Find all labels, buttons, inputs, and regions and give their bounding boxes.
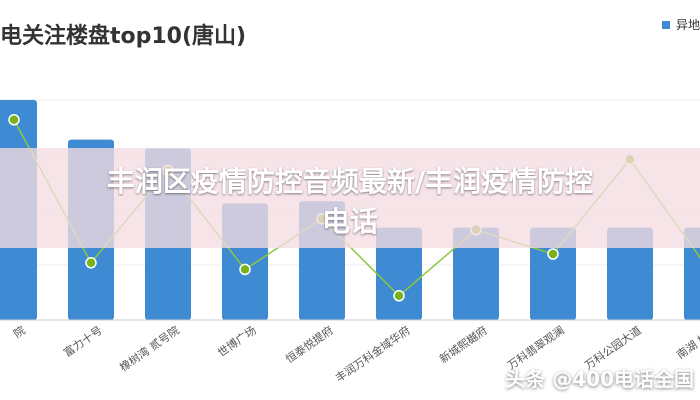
watermark: 头条 @400电话全国	[505, 367, 694, 391]
x-tick-label-3: 世博广场	[215, 323, 259, 360]
bar-6	[453, 227, 499, 320]
bar-8	[607, 227, 653, 320]
x-tick-label-5: 丰润万科金域华府	[333, 323, 413, 385]
overlay-title: 丰润区疫情防控音频最新/丰润疫情防控 电话	[0, 162, 700, 242]
legend-swatch	[661, 20, 670, 29]
x-tick-label-4: 恒泰悦提府	[283, 323, 336, 366]
overlay-title-line1: 丰润区疫情防控音频最新/丰润疫情防控	[106, 165, 594, 198]
line-point-3	[239, 263, 251, 276]
line-point-0	[8, 114, 20, 126]
x-tick-label-0: 院	[11, 323, 28, 341]
bar-5	[376, 227, 422, 320]
line-point-5	[393, 290, 405, 302]
title-overlay-band	[0, 148, 700, 248]
x-tick-label-9: 南湖 橡树	[674, 323, 700, 362]
line-point-1	[85, 257, 97, 269]
x-tick-label-1: 富力十号	[61, 323, 105, 360]
overlay-title-line2: 电话	[321, 205, 378, 238]
chart-title: 电关注楼盘top10(唐山)	[0, 24, 247, 49]
legend: 异地	[661, 16, 700, 33]
x-tick-label-6: 新城熙樾府	[437, 323, 490, 366]
x-tick-label-2: 橡树湾 贰号院	[117, 323, 182, 374]
legend-label: 异地	[675, 18, 700, 32]
line-point-7	[547, 248, 559, 260]
